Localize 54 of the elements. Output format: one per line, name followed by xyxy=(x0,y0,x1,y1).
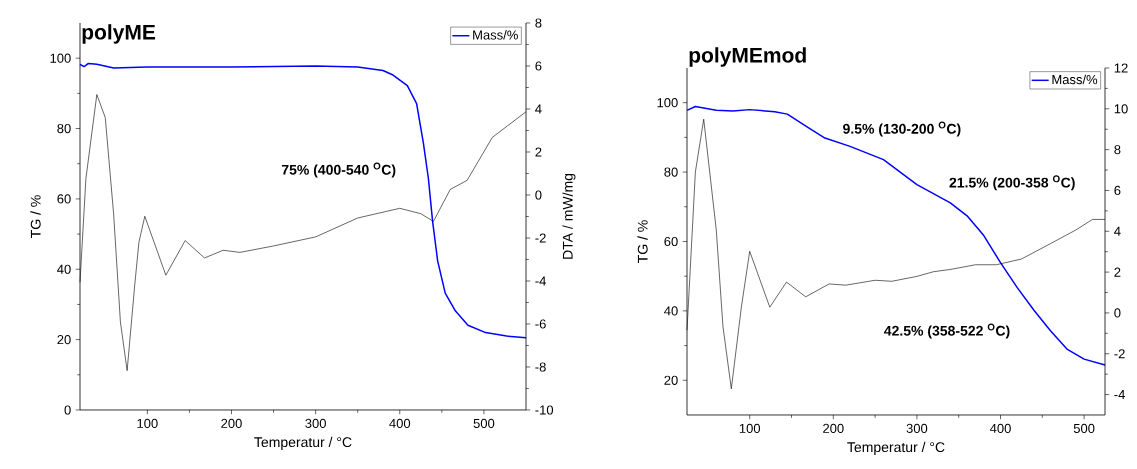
y2-tick-label: 4 xyxy=(1114,226,1121,236)
y2-tick-label: 4 xyxy=(535,104,542,114)
x-axis-title: Temperatur / °C xyxy=(254,436,352,450)
y2-tick-label: 6 xyxy=(1114,185,1121,196)
x-tick-label: 500 xyxy=(1073,423,1095,433)
y2-tick-label: -2 xyxy=(1114,349,1125,359)
x-tick-label: 400 xyxy=(989,423,1011,433)
x-axis-title: Temperatur / °C xyxy=(847,441,945,455)
x-tick-label: 100 xyxy=(739,423,761,433)
x-tick-label: 300 xyxy=(305,418,326,428)
y2-tick-label: -2 xyxy=(535,233,546,243)
y-tick-label: 80 xyxy=(57,123,71,134)
x-tick-label: 300 xyxy=(906,423,928,433)
line-series xyxy=(79,62,527,339)
y-axis-title: TG / % xyxy=(637,220,648,263)
y2-tick-label: 2 xyxy=(535,147,542,157)
y2-tick-label: -10 xyxy=(535,405,554,415)
y2-tick-label: 8 xyxy=(535,18,542,28)
y-tick-label: 40 xyxy=(664,306,678,316)
y2-tick-label: 10 xyxy=(1114,104,1128,114)
annotation: 9.5% (130-200 $^{O}$C) xyxy=(843,121,961,137)
annotation: 42.5% (358-522 $^{O}$C) xyxy=(884,323,1010,339)
y-tick-label: 40 xyxy=(57,264,71,274)
y-tick-label: 60 xyxy=(57,194,71,204)
legend-label: Mass/% xyxy=(1052,74,1098,85)
x-tick-label: 200 xyxy=(823,423,844,433)
y-tick-label: 100 xyxy=(657,98,678,108)
chart-title: polyME xyxy=(82,24,156,44)
y2-tick-label: -8 xyxy=(535,362,546,372)
y-tick-label: 20 xyxy=(664,375,678,385)
x-tick-label: 100 xyxy=(137,418,158,428)
y2-axis-title: DTA / mW/mg xyxy=(562,173,576,259)
y2-tick-label: 2 xyxy=(1114,267,1121,277)
annotation: 75% (400-540 $^{O}$C) xyxy=(281,162,396,178)
x-tick-label: 400 xyxy=(389,418,411,428)
y2-tick-label: -4 xyxy=(535,276,546,286)
y2-tick-label: -6 xyxy=(535,319,546,329)
y2-tick-label: 8 xyxy=(1114,145,1121,155)
y2-tick-label: 0 xyxy=(535,190,542,200)
y-tick-label: 0 xyxy=(64,405,71,415)
chart-title: polyMEmod xyxy=(689,47,806,67)
y2-tick-label: 12 xyxy=(1114,63,1128,73)
y-tick-label: 100 xyxy=(50,53,71,63)
x-tick-label: 200 xyxy=(221,418,242,428)
y-tick-label: 20 xyxy=(57,335,71,345)
annotation: 21.5% (200-358 $^{O}$C) xyxy=(949,175,1075,191)
y2-tick-label: -4 xyxy=(1114,390,1125,400)
y-tick-label: 60 xyxy=(664,236,678,247)
y-tick-label: 80 xyxy=(664,167,678,177)
y-axis-title: TG / % xyxy=(30,195,41,238)
y2-tick-label: 0 xyxy=(1114,308,1121,318)
y2-tick-label: 6 xyxy=(535,61,542,71)
x-tick-label: 500 xyxy=(473,418,495,428)
legend-label: Mass/% xyxy=(473,30,518,40)
